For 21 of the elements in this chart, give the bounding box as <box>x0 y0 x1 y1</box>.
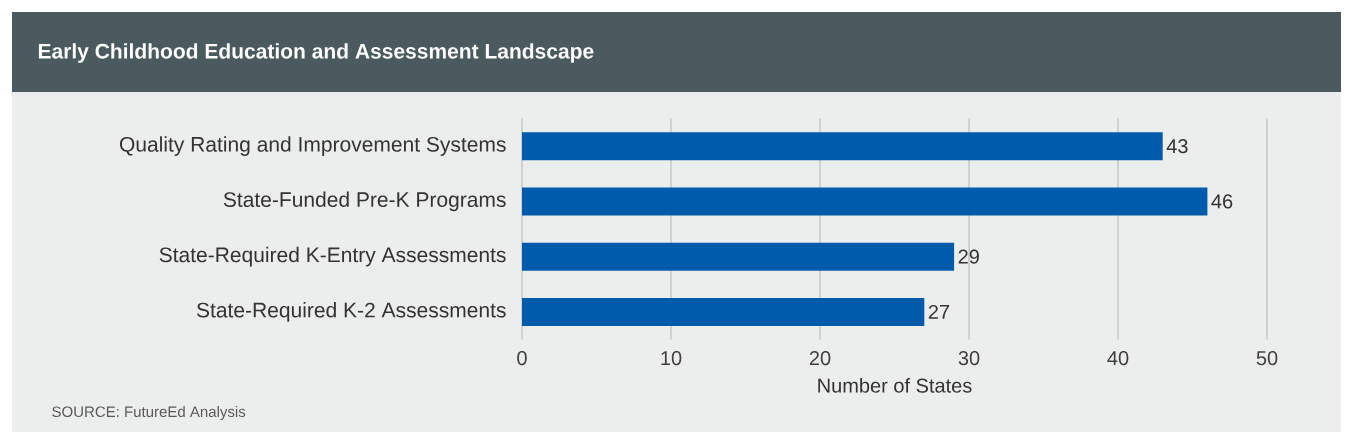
x-tick-label: 50 <box>1256 351 1278 366</box>
data-label: 46 <box>1211 194 1233 209</box>
x-tick-label: 40 <box>1107 351 1129 366</box>
x-tick-label: 30 <box>958 351 980 366</box>
y-tick-label: State-Funded Pre-K Programs <box>223 191 506 212</box>
x-tick-label: 10 <box>661 351 682 366</box>
bar <box>522 132 1163 161</box>
data-label: 27 <box>928 304 950 319</box>
x-tick-label: 0 <box>517 351 527 366</box>
bar <box>522 242 955 271</box>
y-tick-label: Quality Rating and Improvement Systems <box>119 136 506 156</box>
source-note: SOURCE: FutureEd Analysis <box>52 406 246 420</box>
bar <box>522 187 1208 216</box>
data-label: 43 <box>1166 139 1188 154</box>
y-tick-label: State-Required K-2 Assessments <box>196 302 506 322</box>
data-label: 29 <box>958 249 979 264</box>
text: Early Childhood Education and Assessment Landscape <box>38 43 594 63</box>
x-tick-label: 20 <box>809 351 831 366</box>
x-axis-title: Number of States <box>818 378 972 393</box>
y-tick-label: State-Required K-Entry Assessments <box>159 246 506 267</box>
bar <box>522 297 925 326</box>
